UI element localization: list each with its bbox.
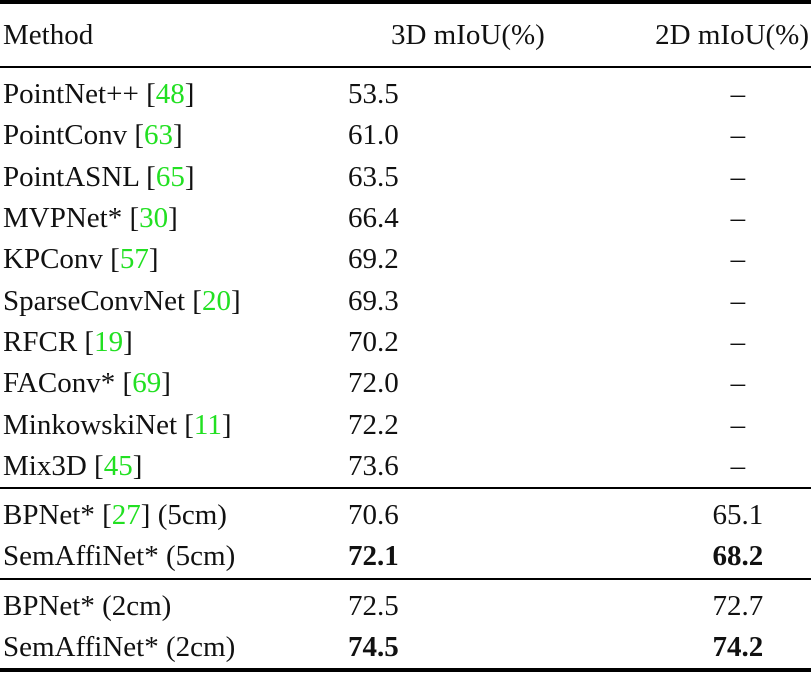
table-row: FAConv* [69] 72.0 – bbox=[0, 363, 811, 404]
method-name: MVPNet* bbox=[3, 202, 123, 235]
column-header-2d-miou: 2D mIoU(%) bbox=[655, 18, 809, 51]
resolution-label: (2cm) bbox=[102, 589, 172, 622]
method-cell: RFCR [19] bbox=[3, 325, 133, 358]
miou-3d-value: 74.5 bbox=[348, 631, 399, 663]
miou-2d-value: – bbox=[730, 119, 746, 152]
table-row: Mix3D [45] 73.6 – bbox=[0, 446, 811, 488]
method-name: RFCR bbox=[3, 325, 78, 358]
citation-link[interactable]: 27 bbox=[111, 499, 141, 532]
method-name: PointNet++ bbox=[3, 78, 139, 111]
method-cell: FAConv* [69] bbox=[3, 367, 171, 400]
method-name: SemAffiNet* bbox=[3, 631, 159, 663]
method-cell: SemAffiNet* (2cm) bbox=[0, 627, 300, 670]
method-cell: KPConv [57] bbox=[3, 243, 159, 276]
citation-link[interactable]: 57 bbox=[119, 243, 149, 276]
table-body: PointNet++ [48] 53.5– PointConv [63] 61.0– P… bbox=[0, 67, 811, 671]
miou-3d-value: 73.6 bbox=[348, 449, 399, 482]
miou-2d-value: 68.2 bbox=[712, 540, 764, 573]
miou-2d-value: 65.1 bbox=[712, 499, 764, 532]
method-cell: BPNet* (2cm) bbox=[0, 579, 300, 627]
table-row: BPNet* [27] (5cm) 70.6 65.1 bbox=[0, 487, 811, 536]
citation-link[interactable]: 19 bbox=[94, 325, 124, 358]
table-row: PointConv [63] 61.0 – bbox=[0, 115, 811, 156]
table-row: KPConv [57] 69.2 – bbox=[0, 239, 811, 280]
miou-2d-value: – bbox=[730, 408, 746, 441]
table-row: RFCR [19] 70.2 – bbox=[0, 322, 811, 363]
citation-link[interactable]: 45 bbox=[103, 449, 133, 482]
resolution-label: (2cm) bbox=[165, 631, 236, 663]
method-name: SemAffiNet* bbox=[3, 540, 159, 573]
method-name: MinkowskiNet bbox=[3, 408, 177, 441]
table-row: PointNet++ [48] 53.5 – bbox=[0, 67, 811, 115]
miou-3d-value: 69.3 bbox=[348, 284, 399, 317]
citation-link[interactable]: 69 bbox=[132, 367, 162, 400]
citation-link[interactable]: 30 bbox=[139, 202, 169, 235]
miou-3d-value: 72.1 bbox=[348, 540, 399, 573]
citation-link[interactable]: 65 bbox=[155, 160, 185, 193]
miou-2d-value: – bbox=[730, 160, 746, 193]
table-row: SemAffiNet* (2cm) 74.5 74.2 bbox=[0, 627, 811, 671]
table-row: PointASNL [65] 63.5 – bbox=[0, 157, 811, 198]
method-cell: SemAffiNet* (5cm) bbox=[0, 536, 300, 578]
method-name: PointConv bbox=[3, 119, 128, 152]
method-name: KPConv bbox=[3, 243, 103, 276]
citation-link[interactable]: 20 bbox=[201, 284, 231, 317]
miou-3d-value: 70.6 bbox=[348, 499, 399, 532]
table-row: MVPNet* [30] 66.4 – bbox=[0, 198, 811, 239]
method-cell: MVPNet* [30] bbox=[3, 202, 178, 235]
miou-3d-value: 72.5 bbox=[348, 589, 399, 622]
method-name: FAConv* bbox=[3, 367, 116, 400]
table-row: MinkowskiNet [11] 72.2 – bbox=[0, 404, 811, 445]
miou-2d-value: – bbox=[730, 284, 746, 317]
method-cell: PointASNL [65] bbox=[3, 160, 195, 193]
citation-link[interactable]: 63 bbox=[144, 119, 174, 152]
miou-3d-value: 72.0 bbox=[348, 367, 399, 400]
miou-3d-value: 61.0 bbox=[348, 119, 399, 152]
header-row: Method 3D mIoU(%) 2D mIoU(%) bbox=[0, 2, 811, 67]
method-cell: Mix3D [45] bbox=[3, 449, 143, 482]
method-name: SparseConvNet bbox=[3, 284, 186, 317]
column-header-method: Method bbox=[3, 18, 94, 51]
table-row: BPNet* (2cm) 72.5 72.7 bbox=[0, 578, 811, 627]
miou-3d-value: 72.2 bbox=[348, 408, 399, 441]
method-cell: PointNet++ [48] bbox=[3, 78, 195, 111]
miou-2d-value: – bbox=[730, 202, 746, 235]
method-cell: BPNet* [27] (5cm) bbox=[3, 499, 227, 532]
method-cell: MinkowskiNet [11] bbox=[3, 408, 232, 441]
miou-2d-value: – bbox=[730, 449, 746, 482]
method-name: PointASNL bbox=[3, 160, 139, 193]
miou-2d-value: – bbox=[730, 243, 746, 276]
results-table: Method 3D mIoU(%) 2D mIoU(%) PointNet++ … bbox=[0, 2, 811, 671]
method-cell: PointConv [63] bbox=[3, 119, 183, 152]
citation-link[interactable]: 11 bbox=[193, 408, 222, 441]
table-row: SparseConvNet [20] 69.3 – bbox=[0, 280, 811, 321]
miou-2d-value: 72.7 bbox=[712, 589, 764, 622]
method-name: BPNet* bbox=[3, 499, 95, 532]
miou-2d-value: 74.2 bbox=[712, 631, 764, 663]
column-header-3d-miou: 3D mIoU(%) bbox=[390, 18, 545, 51]
resolution-label: (5cm) bbox=[165, 540, 236, 573]
miou-2d-value: – bbox=[730, 78, 746, 111]
miou-3d-value: 70.2 bbox=[348, 325, 399, 358]
miou-3d-value: 66.4 bbox=[348, 202, 399, 235]
citation-link[interactable]: 48 bbox=[155, 78, 185, 111]
miou-3d-value: 69.2 bbox=[348, 243, 399, 276]
miou-2d-value: – bbox=[730, 367, 746, 400]
method-name: BPNet* bbox=[3, 589, 95, 622]
method-name: Mix3D bbox=[3, 449, 87, 482]
table-row: SemAffiNet* (5cm) 72.1 68.2 bbox=[0, 536, 811, 578]
miou-3d-value: 63.5 bbox=[348, 160, 399, 193]
resolution-label: (5cm) bbox=[157, 499, 227, 532]
miou-2d-value: – bbox=[730, 325, 746, 358]
miou-3d-value: 53.5 bbox=[348, 78, 399, 111]
method-cell: SparseConvNet [20] bbox=[3, 284, 241, 317]
